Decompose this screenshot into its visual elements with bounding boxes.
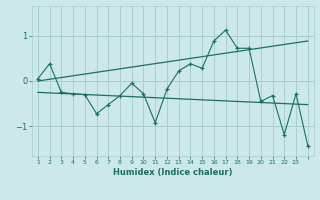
X-axis label: Humidex (Indice chaleur): Humidex (Indice chaleur): [113, 168, 233, 177]
